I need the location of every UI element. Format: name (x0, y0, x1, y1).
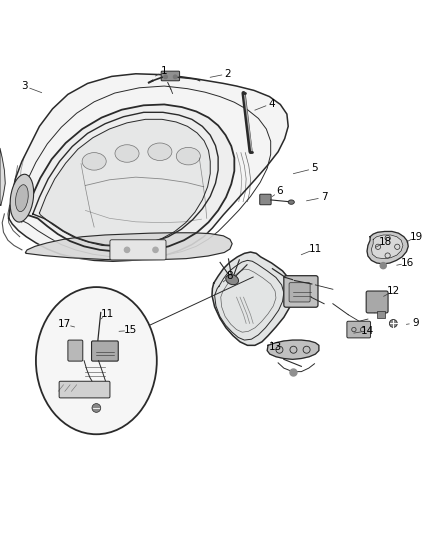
Circle shape (164, 75, 167, 78)
FancyBboxPatch shape (284, 276, 318, 307)
Polygon shape (212, 252, 293, 345)
Polygon shape (267, 340, 319, 359)
Text: 2: 2 (224, 69, 231, 79)
Circle shape (153, 247, 158, 253)
Polygon shape (0, 148, 5, 205)
FancyBboxPatch shape (92, 341, 118, 361)
FancyBboxPatch shape (68, 340, 83, 361)
Text: 6: 6 (276, 186, 283, 196)
Text: 8: 8 (226, 271, 233, 281)
Text: 5: 5 (311, 164, 318, 173)
Text: 9: 9 (412, 318, 419, 328)
Ellipse shape (226, 274, 239, 285)
Ellipse shape (148, 143, 172, 160)
Ellipse shape (115, 145, 139, 162)
FancyBboxPatch shape (366, 291, 388, 313)
FancyBboxPatch shape (59, 381, 110, 398)
FancyBboxPatch shape (161, 71, 180, 81)
Text: 11: 11 (309, 244, 322, 254)
Text: 1: 1 (161, 66, 168, 76)
Polygon shape (25, 233, 232, 260)
Circle shape (380, 263, 386, 269)
Ellipse shape (389, 319, 397, 327)
Polygon shape (39, 119, 210, 246)
Bar (377, 311, 385, 318)
Circle shape (290, 369, 297, 376)
FancyBboxPatch shape (260, 194, 271, 205)
FancyBboxPatch shape (347, 321, 371, 338)
Text: 13: 13 (268, 342, 282, 352)
Polygon shape (371, 235, 403, 259)
Text: 17: 17 (58, 319, 71, 329)
Ellipse shape (288, 200, 294, 204)
Ellipse shape (36, 287, 157, 434)
FancyBboxPatch shape (289, 282, 310, 302)
Circle shape (124, 247, 130, 253)
Text: 4: 4 (268, 99, 275, 109)
Text: 15: 15 (124, 326, 137, 335)
Polygon shape (9, 74, 288, 261)
Text: 7: 7 (321, 192, 328, 203)
Text: 19: 19 (410, 232, 423, 242)
Text: 14: 14 (360, 326, 374, 336)
Circle shape (92, 403, 101, 413)
FancyBboxPatch shape (110, 240, 166, 260)
Text: 3: 3 (21, 81, 28, 91)
Text: 11: 11 (101, 309, 114, 319)
Ellipse shape (10, 174, 34, 222)
Text: 18: 18 (379, 237, 392, 247)
Text: 12: 12 (387, 286, 400, 296)
Text: 16: 16 (401, 258, 414, 268)
Polygon shape (25, 104, 234, 252)
Ellipse shape (15, 185, 28, 212)
Polygon shape (367, 231, 408, 264)
Ellipse shape (82, 152, 106, 170)
Ellipse shape (176, 147, 200, 165)
Circle shape (173, 75, 177, 78)
